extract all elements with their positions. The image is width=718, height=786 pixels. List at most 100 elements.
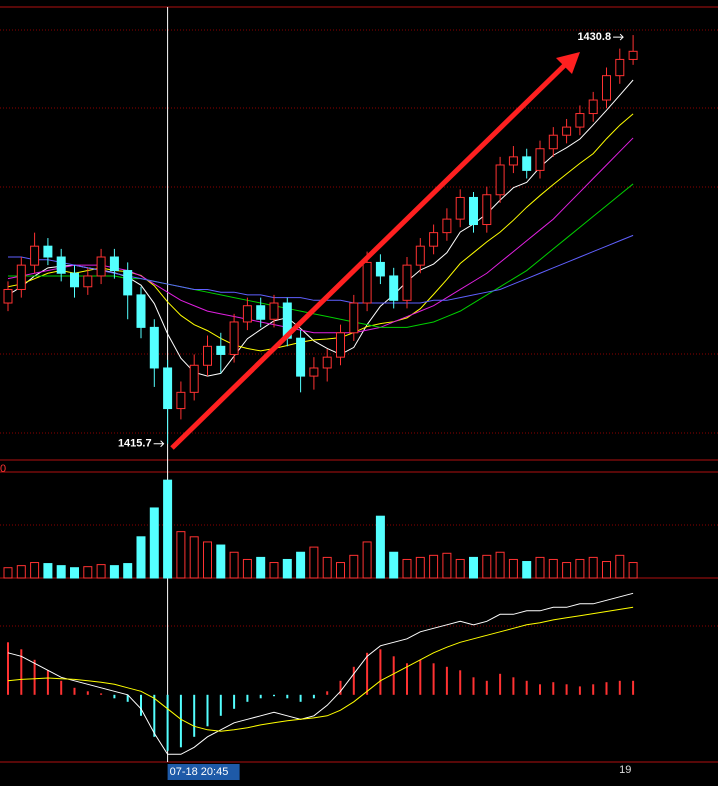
trend-arrow-head — [556, 52, 580, 74]
volume-bar — [535, 556, 545, 579]
candle-body — [203, 345, 212, 366]
volume-bar — [256, 556, 266, 579]
candle-body — [402, 264, 412, 301]
low-label-arrow — [153, 440, 165, 448]
volume-bar — [548, 558, 558, 579]
candle-body — [43, 245, 53, 258]
candle-body — [242, 305, 252, 323]
candle-body — [176, 391, 186, 410]
candle-body — [349, 302, 359, 334]
volume-bar — [415, 556, 425, 579]
volume-bar — [216, 544, 226, 579]
volume-bar — [362, 541, 372, 579]
marks: 1430.8 1415.7 07-18 20:45 19 — [3, 7, 638, 780]
candle-body — [482, 194, 492, 226]
volume-bar — [149, 507, 159, 579]
volume-bar — [282, 558, 292, 579]
volume-bar — [109, 565, 119, 579]
volume-bar — [123, 563, 133, 579]
candle-body — [575, 113, 585, 128]
candle-body — [136, 294, 146, 328]
volume-bar — [469, 556, 478, 579]
volume-bar — [96, 564, 106, 579]
candle-body — [216, 345, 226, 355]
candle-body — [615, 58, 625, 77]
crosshair-label: 07-18 20:45 — [170, 766, 229, 778]
candle-body — [109, 256, 119, 272]
volume-bar — [3, 567, 13, 579]
x-label: 19 — [619, 764, 631, 776]
trend-arrow — [170, 56, 574, 450]
volume-bar — [455, 558, 465, 579]
volume-bar — [349, 554, 359, 579]
candle-body — [522, 156, 532, 171]
volume-bar — [30, 562, 40, 579]
candle-body — [269, 302, 279, 320]
volume-bar — [83, 566, 93, 579]
high-label-arrow — [613, 33, 624, 41]
candle-body — [535, 148, 545, 171]
candle-body — [429, 232, 439, 247]
volume-axis-label: 0 — [0, 463, 6, 475]
volume-bar — [602, 561, 611, 579]
volume-bar — [575, 558, 585, 579]
candle-body — [588, 99, 598, 115]
volume-bar — [336, 562, 345, 579]
volume-bar — [522, 561, 532, 579]
volume-bar — [309, 546, 319, 579]
candle-body — [322, 356, 332, 369]
candle-body — [562, 126, 572, 136]
candle-body — [455, 196, 465, 220]
candle-body — [149, 326, 159, 369]
volume-bar — [43, 563, 53, 579]
volume-bar — [588, 556, 598, 579]
moving-average — [8, 183, 634, 328]
volume-bar — [375, 515, 385, 579]
volume-bar — [482, 554, 492, 579]
candle-body — [56, 256, 66, 274]
candle-body — [16, 264, 26, 290]
candle-body — [83, 275, 93, 288]
volume-bar — [429, 554, 439, 579]
volume-bar — [189, 536, 199, 579]
macd-dif — [7, 592, 634, 755]
volume-bar — [495, 551, 505, 579]
high-label: 1430.8 — [577, 31, 611, 43]
candle-body — [309, 367, 319, 377]
candle-body — [123, 270, 133, 296]
volume-bar — [269, 562, 279, 579]
candle-body — [375, 261, 385, 277]
moving-average — [7, 79, 634, 377]
candle-body — [30, 245, 40, 266]
volume-bar — [16, 565, 26, 579]
candle-body — [548, 134, 558, 150]
volume-bar — [203, 541, 212, 579]
candle-body — [256, 305, 266, 320]
candle-body — [628, 50, 638, 60]
candle-body — [229, 321, 239, 355]
volume-bar — [242, 558, 252, 579]
candle-body — [163, 367, 173, 410]
candle-body — [469, 196, 478, 226]
candle-body — [336, 332, 345, 358]
volume-bar — [562, 562, 572, 579]
candle-body — [362, 261, 372, 304]
candle-body — [389, 275, 399, 301]
candle-body — [508, 156, 518, 166]
volume-bar — [70, 567, 79, 579]
candle-body — [3, 288, 13, 304]
macd-dea — [7, 606, 634, 732]
candle-body — [415, 245, 425, 266]
candle-body — [602, 75, 611, 101]
candle-body — [495, 164, 505, 196]
volume-bar — [176, 531, 186, 579]
volume-bar — [389, 551, 399, 579]
volume-bar — [508, 558, 518, 579]
crosshair-label-box — [167, 764, 240, 780]
low-label: 1415.7 — [118, 438, 152, 450]
volume-bar — [163, 479, 173, 579]
volume-bar — [615, 554, 625, 579]
volume-bar — [628, 562, 638, 579]
